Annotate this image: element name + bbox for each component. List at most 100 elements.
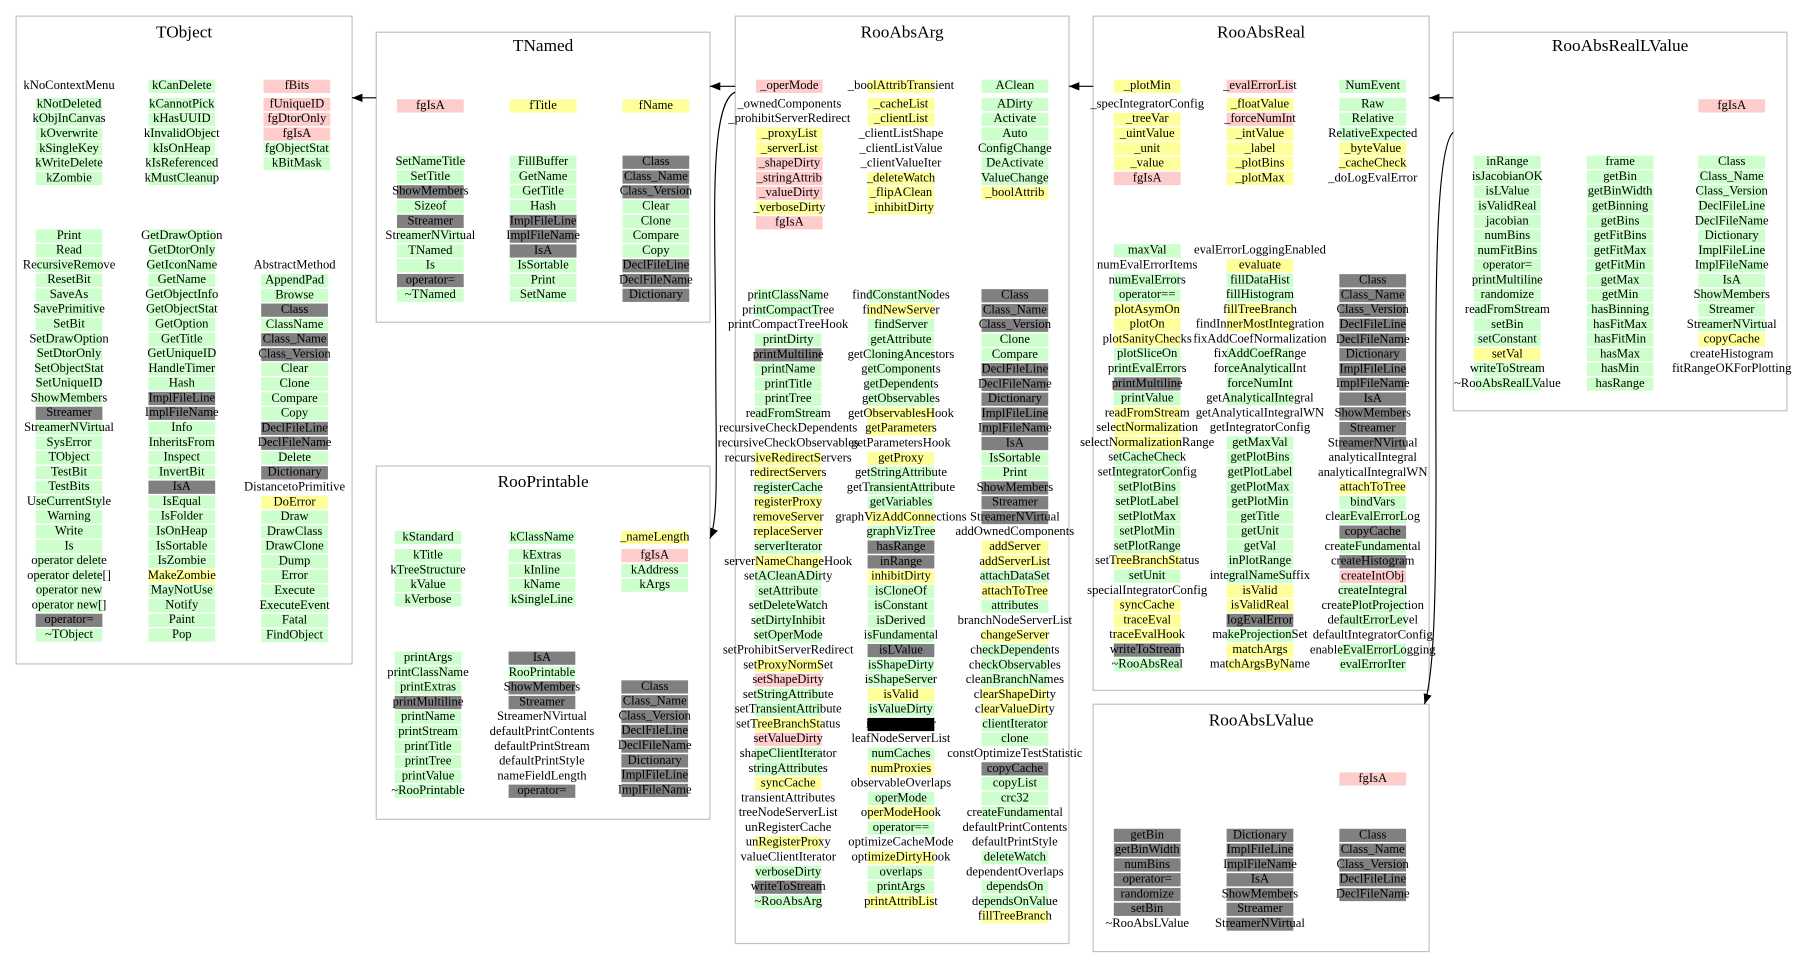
member-bg bbox=[1226, 658, 1294, 672]
member: Class_Name bbox=[983, 302, 1047, 316]
member: _byteValue bbox=[1343, 141, 1401, 155]
member-bg bbox=[1339, 142, 1407, 156]
member-bg bbox=[867, 673, 935, 687]
member-bg bbox=[261, 273, 328, 288]
member: IsA bbox=[533, 650, 552, 664]
member-bg bbox=[148, 421, 216, 435]
member-bg bbox=[1586, 362, 1654, 376]
member-bg bbox=[981, 186, 1049, 200]
inheritance-arrows bbox=[352, 82, 1454, 705]
member: SetNameTitle bbox=[395, 154, 465, 168]
member-bg bbox=[1339, 348, 1407, 362]
member-bg bbox=[509, 99, 577, 113]
member: registerCache bbox=[753, 480, 823, 494]
member: graphVizAddConnections bbox=[835, 509, 966, 523]
member: dependsOnValue bbox=[972, 894, 1058, 908]
member-bg bbox=[1226, 643, 1294, 657]
member-bg bbox=[867, 451, 935, 465]
member-bg bbox=[1586, 347, 1654, 362]
member-bg bbox=[981, 157, 1049, 171]
member-bg bbox=[148, 539, 216, 554]
member: isValueDirty bbox=[869, 702, 934, 716]
member-bg bbox=[621, 578, 689, 592]
member-bg bbox=[1586, 273, 1654, 288]
member: printMultiline bbox=[393, 694, 464, 708]
member: GetTitle bbox=[161, 331, 203, 345]
member-bg bbox=[35, 317, 103, 332]
member: clearEvalErrorLog bbox=[1325, 509, 1420, 523]
member-bg bbox=[35, 465, 103, 480]
member: addServer bbox=[989, 539, 1041, 553]
member: IsA bbox=[1006, 435, 1025, 449]
member: getCloningAncestors bbox=[848, 347, 955, 361]
member-bg bbox=[396, 273, 464, 288]
member: ~TObject bbox=[45, 627, 94, 641]
member-bg bbox=[867, 171, 935, 186]
member: Class_Version bbox=[1696, 184, 1769, 198]
member-bg bbox=[396, 170, 464, 184]
member: SetDtorOnly bbox=[37, 346, 102, 360]
member: MayNotUse bbox=[151, 583, 213, 597]
member: getAnalyticalIntegralWN bbox=[1196, 405, 1324, 419]
member: Print bbox=[531, 272, 556, 286]
member-bg bbox=[981, 717, 1049, 732]
member-bg bbox=[509, 155, 577, 169]
member-bg bbox=[1586, 170, 1654, 184]
member: defaultPrintStyle bbox=[499, 754, 585, 768]
member: SetTitle bbox=[411, 169, 451, 183]
member-bg bbox=[755, 79, 823, 93]
member: attachToTree bbox=[982, 583, 1048, 597]
member-bg bbox=[35, 436, 103, 450]
member-bg bbox=[1698, 185, 1766, 199]
member: IsA bbox=[1723, 272, 1742, 286]
member-bg bbox=[622, 155, 690, 169]
member: _treeVar bbox=[1125, 111, 1170, 125]
member-bg bbox=[621, 548, 689, 563]
member-bg bbox=[148, 436, 216, 450]
member: Class_Version bbox=[979, 317, 1052, 331]
member: Clear bbox=[281, 361, 309, 375]
member: setUnit bbox=[1129, 568, 1166, 582]
member-bg bbox=[981, 333, 1049, 347]
member-bg bbox=[981, 584, 1049, 599]
member-bg bbox=[35, 347, 103, 361]
member-bg bbox=[867, 510, 935, 525]
member: Class_Name bbox=[623, 694, 687, 708]
member-bg bbox=[1698, 214, 1766, 229]
member: DistancetoPrimitive bbox=[244, 479, 345, 493]
member-bg bbox=[509, 229, 577, 243]
member-bg bbox=[981, 673, 1049, 687]
member: DeclFileLine bbox=[621, 723, 688, 737]
member: getUnit bbox=[1241, 524, 1279, 538]
member-bg bbox=[1113, 171, 1181, 186]
member-bg bbox=[1113, 510, 1181, 524]
member-bg bbox=[1339, 97, 1407, 112]
member-bg bbox=[1226, 288, 1294, 302]
member: createFundamental bbox=[967, 805, 1064, 819]
member-bg bbox=[394, 784, 462, 798]
member: ImplFileName bbox=[1695, 258, 1769, 272]
member: Compare bbox=[992, 347, 1039, 361]
member-bg bbox=[261, 540, 328, 554]
member-bg bbox=[35, 273, 103, 287]
member: MakeZombie bbox=[148, 568, 216, 582]
member-bg bbox=[148, 524, 216, 539]
member: SetUniqueID bbox=[36, 376, 103, 390]
member-bg bbox=[509, 288, 577, 302]
member: fgIsA bbox=[282, 126, 312, 140]
member: DeclFileLine bbox=[623, 258, 690, 272]
member: Browse bbox=[275, 287, 314, 301]
member: _evalErrorList bbox=[1222, 78, 1297, 92]
member-bg bbox=[1586, 155, 1654, 169]
member-bg bbox=[754, 363, 822, 377]
member: checkDependents bbox=[970, 642, 1059, 656]
member: RecursiveRemove bbox=[23, 257, 116, 271]
member: analyticalIntegral bbox=[1328, 450, 1417, 464]
member-bg bbox=[1698, 199, 1766, 214]
member-bg bbox=[1226, 157, 1294, 171]
member: kInline bbox=[524, 562, 560, 576]
member-bg bbox=[148, 598, 216, 613]
member-bg bbox=[148, 244, 216, 258]
member: GetIconName bbox=[146, 257, 217, 271]
member: clearValueDirty bbox=[975, 702, 1056, 716]
